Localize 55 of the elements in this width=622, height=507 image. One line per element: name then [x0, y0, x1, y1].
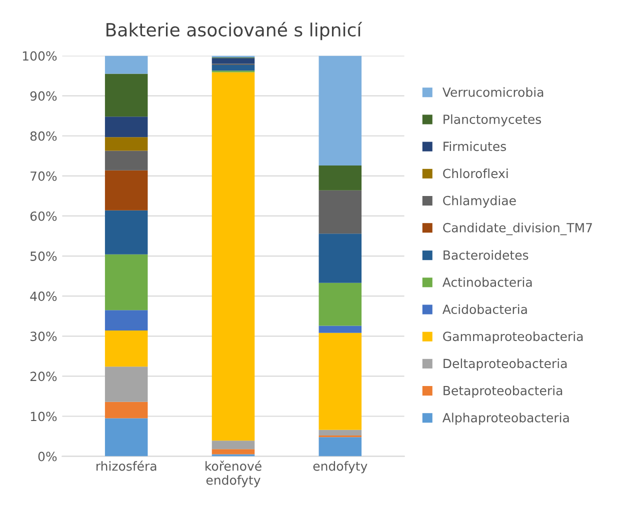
bar — [104, 310, 148, 331]
y-tick-label: 30% — [30, 332, 57, 342]
bar — [318, 282, 362, 326]
bar — [104, 366, 148, 402]
bar — [318, 430, 362, 436]
bar — [318, 234, 362, 283]
legend-label: Gammaproteobacteria — [443, 331, 583, 344]
y-tick-label: 10% — [30, 412, 57, 422]
legend-label: Betaproteobacteria — [444, 386, 562, 398]
legend-label: Deltaproteobacteria — [444, 358, 567, 371]
bar — [104, 418, 148, 456]
y-tick-label: 80% — [30, 131, 57, 141]
bar — [318, 166, 362, 190]
legend-label: Alphaproteobacteria — [442, 412, 569, 425]
legend-label: Verrucomicrobia — [442, 87, 544, 97]
bar — [104, 150, 148, 170]
y-tick-label: 60% — [30, 211, 57, 221]
y-tick-label: 100% — [22, 51, 57, 61]
legend-label: Chlamydiae — [443, 196, 516, 208]
bar — [104, 254, 148, 310]
bar — [104, 116, 148, 138]
x-tick-label: endofyty — [313, 461, 368, 474]
y-tick-label: 50% — [30, 252, 57, 261]
bar — [212, 440, 255, 450]
legend-label: Candidate_division_TM7 — [443, 222, 592, 236]
y-tick-label: 20% — [30, 372, 57, 382]
bar — [104, 137, 148, 151]
x-tick-label: kořenové endofyty — [206, 460, 262, 488]
y-tick-label: 40% — [30, 292, 57, 302]
bar — [318, 437, 362, 456]
bar — [318, 326, 362, 333]
bar — [104, 402, 148, 418]
x-tick-label: rhizosféra — [96, 460, 156, 471]
bar — [318, 56, 362, 166]
bar — [318, 190, 362, 234]
bar — [212, 449, 255, 454]
bar — [104, 170, 148, 210]
legend-label: Planctomycetes — [444, 114, 542, 126]
legend-label: Firmicutes — [444, 141, 506, 152]
bar — [104, 56, 148, 74]
y-tick-label: 90% — [30, 91, 57, 101]
bar — [104, 210, 148, 254]
bar — [212, 72, 255, 441]
bar — [318, 332, 362, 430]
legend-label: Acidobacteria — [442, 304, 527, 314]
bar — [212, 64, 255, 71]
y-tick-label: 70% — [30, 171, 57, 181]
legend-label: Bacteroidetes — [444, 250, 528, 260]
legend-label: Chloroflexi — [443, 168, 508, 178]
chart-title: Bakterie asociované s lipnicí — [106, 22, 362, 40]
y-tick-label: 0% — [38, 452, 57, 462]
bar — [104, 330, 148, 367]
legend-label: Actinobacteria — [442, 277, 532, 287]
bar — [104, 74, 148, 117]
bar — [212, 58, 255, 64]
